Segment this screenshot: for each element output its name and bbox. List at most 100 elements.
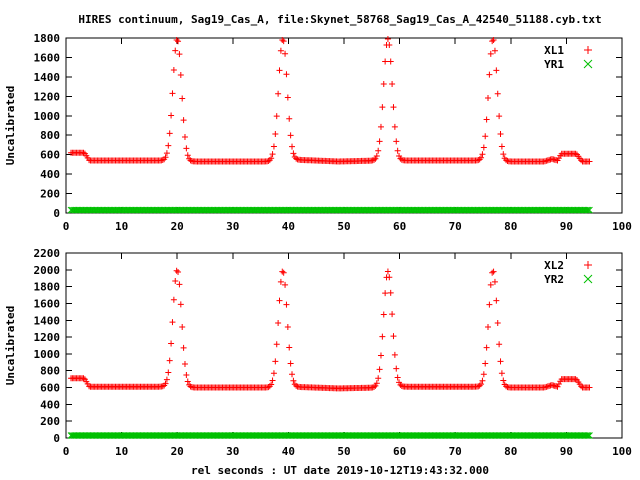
x-axis-label: rel seconds : UT date 2019-10-12T19:43:3… <box>191 464 489 477</box>
data-point <box>181 133 188 140</box>
data-point <box>498 370 505 377</box>
data-point <box>273 341 280 348</box>
data-point <box>480 371 487 378</box>
data-point <box>162 380 169 387</box>
data-point <box>387 58 394 65</box>
data-point <box>491 47 498 54</box>
data-point <box>277 278 284 285</box>
data-point <box>485 324 492 331</box>
data-point <box>169 90 176 97</box>
y-tick-label: 1600 <box>34 51 61 64</box>
data-point <box>272 358 279 365</box>
x-tick-label: 100 <box>612 445 632 458</box>
data-point <box>289 143 296 150</box>
data-point <box>483 344 490 351</box>
data-point <box>503 383 510 390</box>
data-point <box>482 360 489 367</box>
data-point <box>390 104 397 111</box>
data-point <box>287 360 294 367</box>
y-tick-label: 1000 <box>34 348 61 361</box>
data-point <box>280 269 287 276</box>
data-point <box>498 143 505 150</box>
data-point <box>176 281 183 288</box>
y-tick-label: 800 <box>40 129 60 142</box>
data-point <box>181 361 188 368</box>
x-tick-label: 90 <box>560 445 573 458</box>
data-point <box>287 132 294 139</box>
data-point <box>279 37 286 44</box>
data-point <box>386 42 393 49</box>
y-tick-label: 800 <box>40 365 60 378</box>
data-point <box>376 138 383 145</box>
data-point <box>389 311 396 318</box>
x-tick-label: 50 <box>337 445 350 458</box>
data-point <box>487 50 494 57</box>
data-point <box>485 95 492 102</box>
y-tick-label: 0 <box>53 207 60 220</box>
y-tick-label: 200 <box>40 188 60 201</box>
x-tick-label: 10 <box>115 220 128 233</box>
data-point <box>265 384 272 391</box>
data-point <box>376 366 383 373</box>
data-point <box>170 67 177 74</box>
data-point <box>286 115 293 122</box>
data-point <box>391 123 398 130</box>
data-point <box>284 94 291 101</box>
data-point <box>389 80 396 87</box>
data-point <box>578 157 585 164</box>
x-tick-label: 100 <box>612 220 632 233</box>
x-tick-label: 90 <box>560 220 573 233</box>
data-point <box>183 145 190 152</box>
data-point <box>586 206 593 214</box>
data-point <box>393 138 400 145</box>
data-point <box>377 123 384 130</box>
data-point <box>382 290 389 297</box>
data-point <box>166 130 173 137</box>
data-point <box>173 267 180 274</box>
data-point <box>282 281 289 288</box>
y-axis-label: Uncalibrated <box>4 306 17 385</box>
data-point <box>280 38 287 45</box>
data-point <box>286 344 293 351</box>
data-point <box>478 154 485 161</box>
y-tick-label: 1800 <box>34 32 61 45</box>
y-tick-label: 600 <box>40 149 60 162</box>
x-tick-label: 80 <box>504 220 517 233</box>
data-point <box>165 142 172 149</box>
data-point <box>496 113 503 120</box>
data-point <box>282 50 289 57</box>
data-point <box>163 376 170 383</box>
data-point <box>396 152 403 159</box>
data-point <box>584 432 592 439</box>
x-tick-label: 50 <box>337 220 350 233</box>
data-point <box>578 383 585 390</box>
y-tick-label: 1400 <box>34 71 61 84</box>
data-point <box>173 36 180 43</box>
data-point <box>180 344 187 351</box>
data-point <box>290 150 297 157</box>
data-point <box>283 301 290 308</box>
data-point <box>184 152 191 159</box>
y-tick-label: 1800 <box>34 281 61 294</box>
series-yr2 <box>67 432 593 439</box>
data-point <box>80 375 87 382</box>
data-point <box>375 375 382 382</box>
data-point <box>500 151 507 158</box>
data-point <box>382 58 389 65</box>
data-point <box>380 311 387 318</box>
data-point <box>479 377 486 384</box>
data-point <box>168 340 175 347</box>
data-point <box>487 281 494 288</box>
data-point <box>269 151 276 158</box>
data-point <box>482 133 489 140</box>
data-point <box>265 158 272 165</box>
data-point <box>394 147 401 154</box>
data-point <box>168 112 175 119</box>
chart-title: HIRES continuum, Sag19_Cas_A, file:Skyne… <box>78 13 601 26</box>
legend-marker <box>584 261 592 269</box>
plot-frame <box>65 37 623 214</box>
y-tick-label: 2000 <box>34 264 61 277</box>
y-tick-label: 200 <box>40 415 60 428</box>
data-point <box>586 158 593 165</box>
data-point <box>277 47 284 54</box>
